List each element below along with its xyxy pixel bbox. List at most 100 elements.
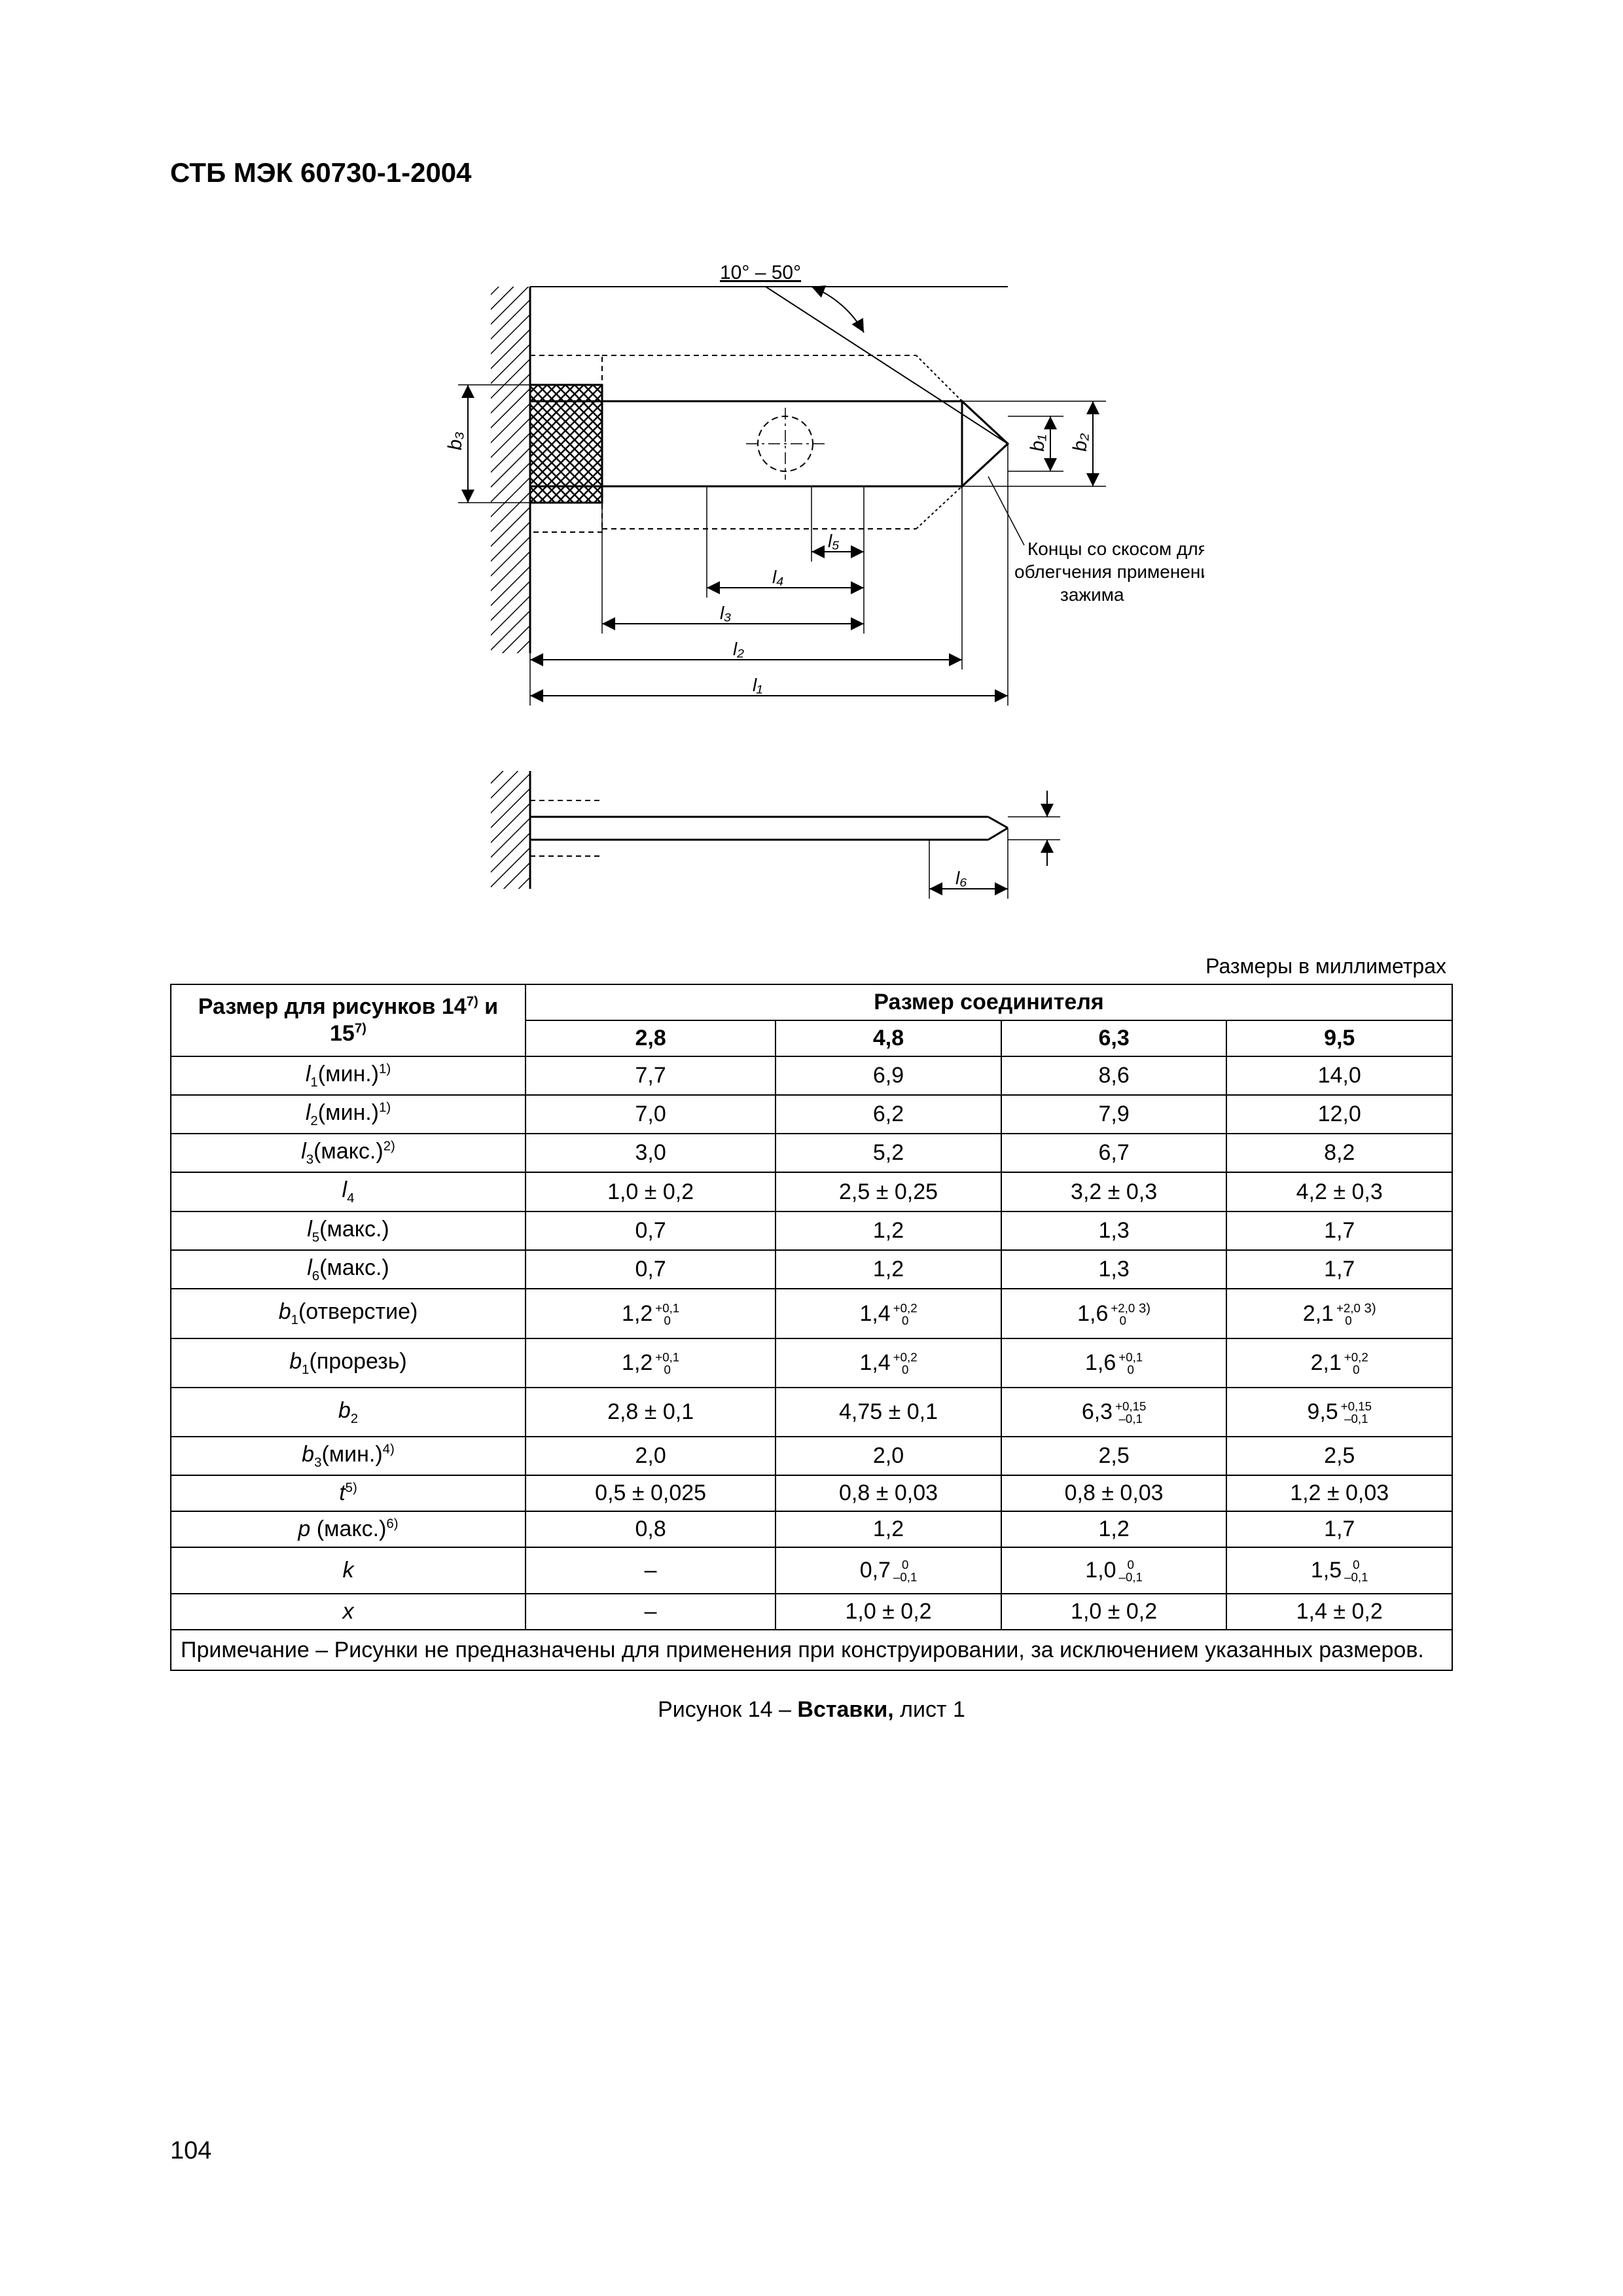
cell: 1,4+0,20 (776, 1289, 1001, 1338)
row-label: k (171, 1547, 526, 1594)
diagram-container: 10° – 50° b₃ b₁ b₂ Концы со скосом для о… (170, 247, 1453, 935)
col-3: 9,5 (1226, 1020, 1452, 1056)
cell: 1,7 (1226, 1250, 1452, 1289)
cell: 12,0 (1226, 1095, 1452, 1134)
cell: 1,7 (1226, 1211, 1452, 1250)
header-left: Размер для рисунков 147) и 157) (171, 984, 526, 1056)
l4-label: l₄ (772, 567, 783, 587)
cell: 1,2 (776, 1211, 1001, 1250)
table-note: Примечание – Рисунки не предназначены дл… (171, 1630, 1452, 1671)
cell: 0,8 ± 0,03 (1001, 1475, 1227, 1511)
col-0: 2,8 (526, 1020, 776, 1056)
cell: 0,8 (526, 1511, 776, 1547)
cell: 1,6+2,00 3) (1001, 1289, 1227, 1338)
cell: 7,0 (526, 1095, 776, 1134)
row-label: l4 (171, 1172, 526, 1211)
page-number: 104 (170, 2137, 211, 2165)
table-row: t5)0,5 ± 0,0250,8 ± 0,030,8 ± 0,031,2 ± … (171, 1475, 1452, 1511)
cell: 0,8 ± 0,03 (776, 1475, 1001, 1511)
b1-label: b₁ (1027, 435, 1048, 452)
cell: 1,3 (1001, 1211, 1227, 1250)
cell: – (526, 1594, 776, 1630)
cell: 14,0 (1226, 1056, 1452, 1095)
cell: 1,2 (776, 1250, 1001, 1289)
row-label: p (макс.)6) (171, 1511, 526, 1547)
cell: 2,1+2,00 3) (1226, 1289, 1452, 1338)
cell: 6,7 (1001, 1134, 1227, 1172)
cell: 1,4 ± 0,2 (1226, 1594, 1452, 1630)
cell: 6,3+0,15–0,1 (1001, 1388, 1227, 1437)
doc-header: СТБ МЭК 60730-1-2004 (170, 157, 1453, 188)
cell: 2,0 (526, 1437, 776, 1475)
cell: 1,2 (1001, 1511, 1227, 1547)
row-label: b2 (171, 1388, 526, 1437)
b3-label: b₃ (444, 431, 466, 450)
cell: 2,1+0,20 (1226, 1338, 1452, 1388)
table-row: l5(макс.)0,71,21,31,7 (171, 1211, 1452, 1250)
cell: 6,9 (776, 1056, 1001, 1095)
table-row: b3(мин.)4)2,02,02,52,5 (171, 1437, 1452, 1475)
cell: 2,5 (1001, 1437, 1227, 1475)
diagram-note-2: облегчения применения (1014, 562, 1204, 582)
cell: 0,5 ± 0,025 (526, 1475, 776, 1511)
cell: – (526, 1547, 776, 1594)
table-row: l41,0 ± 0,22,5 ± 0,253,2 ± 0,34,2 ± 0,3 (171, 1172, 1452, 1211)
diagram-note-1: Концы со скосом для (1027, 539, 1204, 559)
table-row: x–1,0 ± 0,21,0 ± 0,21,4 ± 0,2 (171, 1594, 1452, 1630)
l6-label: l₆ (955, 868, 967, 888)
l2-label: l₂ (733, 639, 744, 659)
cell: 1,0 ± 0,2 (1001, 1594, 1227, 1630)
col-2: 6,3 (1001, 1020, 1227, 1056)
row-label: t5) (171, 1475, 526, 1511)
row-label: b3(мин.)4) (171, 1437, 526, 1475)
row-label: l1(мин.)1) (171, 1056, 526, 1095)
cell: 4,75 ± 0,1 (776, 1388, 1001, 1437)
cell: 2,8 ± 0,1 (526, 1388, 776, 1437)
cell: 4,2 ± 0,3 (1226, 1172, 1452, 1211)
cell: 1,2+0,10 (526, 1338, 776, 1388)
cell: 1,0 ± 0,2 (526, 1172, 776, 1211)
cell: 1,3 (1001, 1250, 1227, 1289)
cell: 7,7 (526, 1056, 776, 1095)
table-row: b22,8 ± 0,14,75 ± 0,16,3+0,15–0,19,5+0,1… (171, 1388, 1452, 1437)
table-row: b1(прорезь)1,2+0,101,4+0,201,6+0,102,1+0… (171, 1338, 1452, 1388)
row-label: x (171, 1594, 526, 1630)
cell: 1,6+0,10 (1001, 1338, 1227, 1388)
cell: 5,2 (776, 1134, 1001, 1172)
table-row: k–0,70–0,11,00–0,11,50–0,1 (171, 1547, 1452, 1594)
cell: 3,2 ± 0,3 (1001, 1172, 1227, 1211)
cell: 2,0 (776, 1437, 1001, 1475)
cell: 1,2 ± 0,03 (1226, 1475, 1452, 1511)
row-label: l2(мин.)1) (171, 1095, 526, 1134)
figure-caption: Рисунок 14 – Вставки, лист 1 (170, 1697, 1453, 1723)
cell: 0,70–0,1 (776, 1547, 1001, 1594)
l5-label: l₅ (828, 531, 839, 551)
cell: 6,2 (776, 1095, 1001, 1134)
cell: 8,2 (1226, 1134, 1452, 1172)
dimensions-table: Размер для рисунков 147) и 157) Размер с… (170, 984, 1453, 1671)
row-label: b1(прорезь) (171, 1338, 526, 1388)
cell: 2,5 (1226, 1437, 1452, 1475)
table-row: l2(мин.)1)7,06,27,912,0 (171, 1095, 1452, 1134)
cell: 1,0 ± 0,2 (776, 1594, 1001, 1630)
cell: 1,00–0,1 (1001, 1547, 1227, 1594)
technical-diagram: 10° – 50° b₃ b₁ b₂ Концы со скосом для о… (419, 247, 1204, 935)
table-row: l6(макс.)0,71,21,31,7 (171, 1250, 1452, 1289)
cell: 1,50–0,1 (1226, 1547, 1452, 1594)
cell: 1,2 (776, 1511, 1001, 1547)
diagram-note-3: зажима (1060, 584, 1124, 605)
cell: 7,9 (1001, 1095, 1227, 1134)
cell: 1,4+0,20 (776, 1338, 1001, 1388)
l1-label: l₁ (753, 675, 762, 695)
row-label: l5(макс.) (171, 1211, 526, 1250)
header-right: Размер соединителя (526, 984, 1452, 1020)
table-row: l1(мин.)1)7,76,98,614,0 (171, 1056, 1452, 1095)
cell: 9,5+0,15–0,1 (1226, 1388, 1452, 1437)
angle-label: 10° – 50° (720, 262, 801, 283)
b2-label: b₂ (1069, 433, 1091, 452)
cell: 1,2+0,10 (526, 1289, 776, 1338)
cell: 3,0 (526, 1134, 776, 1172)
cell: 0,7 (526, 1211, 776, 1250)
row-label: l6(макс.) (171, 1250, 526, 1289)
cell: 0,7 (526, 1250, 776, 1289)
